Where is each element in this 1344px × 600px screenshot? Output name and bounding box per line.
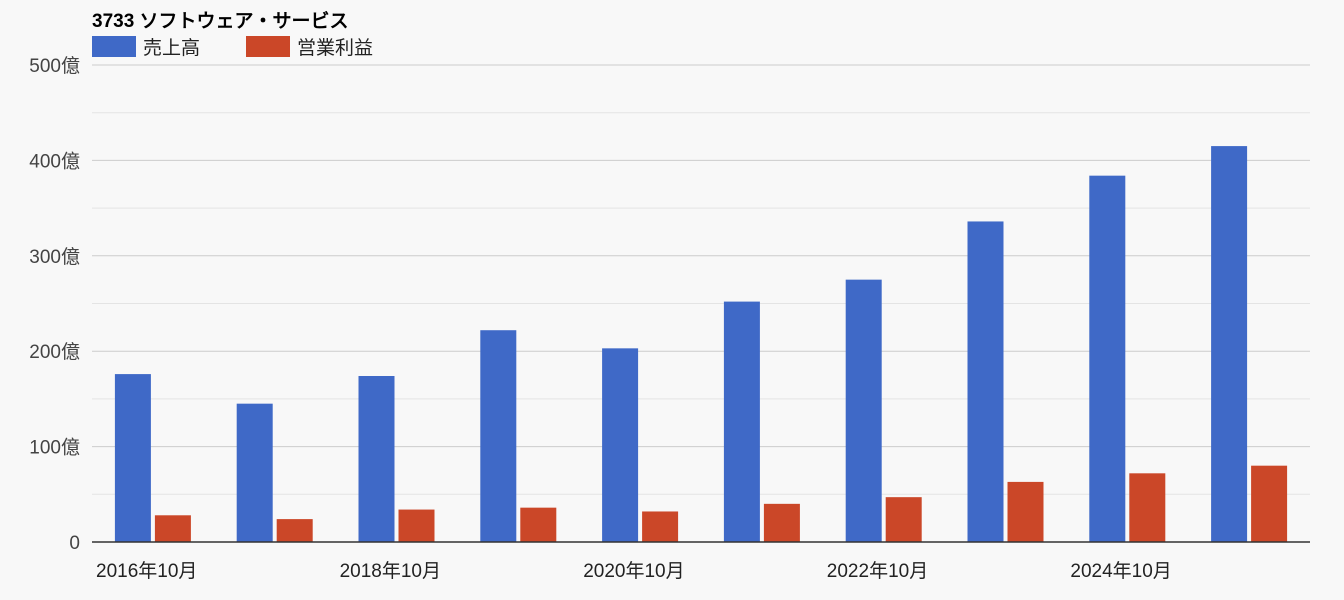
bar-sales [114,374,151,542]
bar-sales [723,301,760,542]
legend-label: 売上高 [143,37,200,59]
bar-operating-profit [276,519,313,542]
x-axis-ticks: 2016年10月 2018年10月 2020年10月 2022年10月 2024年10月 [96,560,1172,582]
bar-sales [602,348,639,542]
legend: 売上高 営業利益 [92,36,373,59]
bars [114,146,1288,542]
y-tick-label: 300億 [29,246,80,268]
y-axis-ticks: 0 100億 200億 300億 400億 500億 [29,55,80,554]
x-tick-label: 2020年10月 [583,560,684,582]
bar-sales [845,279,882,542]
chart-title: 3733 ソフトウェア・サービス [92,10,349,32]
y-tick-label: 100億 [29,437,80,459]
bar-operating-profit [642,511,679,542]
grid-lines [92,64,1310,495]
x-tick-label: 2024年10月 [1070,560,1171,582]
y-tick-label: 400億 [29,150,80,172]
bar-operating-profit [885,497,922,542]
legend-swatch [246,36,290,57]
bar-sales [236,403,273,542]
bar-operating-profit [154,515,191,542]
legend-label: 営業利益 [297,37,373,59]
bar-sales [1089,175,1126,542]
y-tick-label: 0 [69,533,80,554]
bar-sales [967,221,1004,542]
bar-operating-profit [1129,473,1166,542]
legend-swatch [92,36,136,57]
bar-operating-profit [1251,465,1288,542]
y-tick-label: 200億 [29,341,80,363]
bar-sales [358,376,395,542]
bar-operating-profit [520,507,557,542]
bar-sales [480,330,517,542]
y-tick-label: 500億 [29,55,80,77]
x-tick-label: 2018年10月 [340,560,441,582]
bar-operating-profit [1007,481,1044,542]
bar-operating-profit [763,503,800,542]
bar-operating-profit [398,509,435,542]
x-tick-label: 2016年10月 [96,560,197,582]
bar-sales [1211,146,1248,542]
x-tick-label: 2022年10月 [827,560,928,582]
